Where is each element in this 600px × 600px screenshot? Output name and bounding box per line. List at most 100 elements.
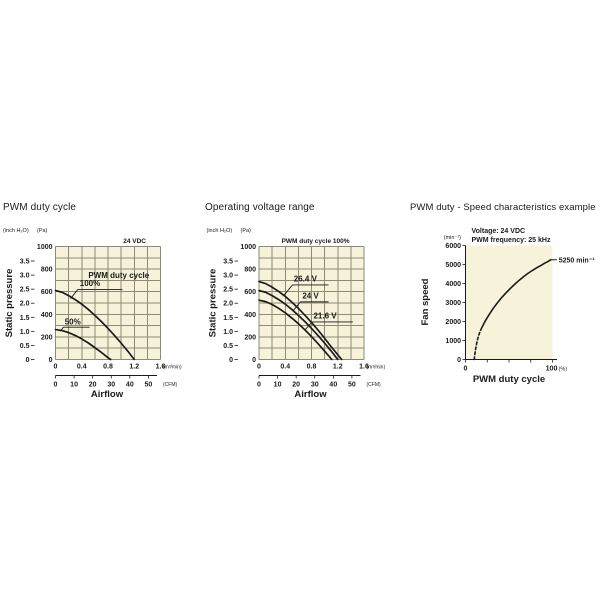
operating-voltage-range-curve-1 — [258, 289, 339, 361]
end-speed-label: 5250 min⁻¹ — [559, 257, 596, 264]
x-tick-label: 0.8 — [307, 364, 317, 371]
y-unit-right-label: (Pa) — [37, 228, 48, 234]
series-label-leader — [60, 326, 64, 332]
y-unit-left-label: (inch H₂O) — [3, 228, 29, 234]
x-tick-label: 0.4 — [280, 364, 290, 371]
x-tick-label: 0 — [54, 364, 58, 371]
cfm-tick-label: 10 — [70, 382, 78, 389]
inch-tick-label: 2.5 — [223, 287, 233, 294]
inch-tick-label: 3.0 — [223, 273, 233, 280]
x-axis-label: Airflow — [294, 389, 327, 400]
pa-tick-label: 0 — [252, 357, 256, 364]
series-label-leader — [304, 321, 313, 331]
series-label-leader — [292, 301, 301, 311]
inch-tick-label: 3.5 — [223, 259, 233, 266]
inch-tick-label: 2.5 — [20, 287, 30, 294]
y-tick-label: 5000 — [445, 262, 461, 269]
x-tick-label: 100 — [546, 366, 558, 373]
cfm-tick-label: 40 — [329, 382, 337, 389]
x-tick-label: 0.8 — [103, 364, 113, 371]
y-tick-label: 0 — [457, 357, 461, 364]
cfm-tick-label: 10 — [274, 382, 282, 389]
y-unit-label: (min⁻¹) — [444, 235, 461, 241]
y-axis-label: Static pressure — [4, 269, 15, 338]
corner-condition-label: 24 VDC — [123, 238, 146, 245]
x-tick-label: 1.6 — [156, 364, 166, 371]
pa-tick-label: 400 — [244, 312, 256, 319]
condition-label: Voltage: 24 VDC — [472, 228, 526, 235]
cfm-tick-label: 20 — [292, 382, 300, 389]
inch-tick-label: 0 — [229, 357, 233, 364]
chart-title-operating-voltage-range: Operating voltage range — [205, 202, 315, 213]
inch-tick-label: 0 — [26, 357, 30, 364]
y-tick-label: 6000 — [445, 243, 461, 250]
x-unit-label: (%) — [559, 367, 568, 373]
pwm-duty-speed-curve-low-duty-dashed — [473, 326, 483, 361]
series-label: 100% — [80, 279, 100, 288]
pa-tick-label: 400 — [41, 312, 53, 319]
x-unit-label: (m³/min) — [367, 365, 386, 371]
x-tick-label: 0 — [257, 364, 261, 371]
series-label: 24 V — [302, 291, 319, 300]
x-tick-label: 0 — [464, 366, 468, 373]
pa-tick-label: 600 — [244, 289, 256, 296]
inch-tick-label: 0.5 — [20, 343, 30, 350]
y-axis-label: Static pressure — [208, 269, 219, 338]
inch-tick-label: 1.5 — [223, 315, 233, 322]
pa-tick-label: 800 — [244, 267, 256, 274]
inch-tick-label: 1.5 — [20, 315, 30, 322]
x-axis-label: Airflow — [91, 389, 124, 400]
pwm-duty-cycle-curve-0 — [54, 289, 136, 361]
operating-voltage-range-curve-2 — [258, 299, 333, 361]
pa-tick-label: 600 — [41, 289, 53, 296]
cfm-tick-label: 50 — [348, 382, 356, 389]
inch-tick-label: 2.0 — [20, 301, 30, 308]
cfm-tick-label: 50 — [145, 382, 153, 389]
y-unit-right-label: (Pa) — [241, 228, 252, 234]
pa-tick-label: 200 — [41, 334, 53, 341]
series-label-leader — [70, 289, 79, 299]
series-label-leader — [283, 284, 293, 296]
operating-voltage-range-curve-0 — [258, 280, 343, 361]
inch-tick-label: 2.0 — [223, 301, 233, 308]
y-tick-label: 4000 — [445, 281, 461, 288]
pwm-duty-speed-curve-speed-vs-duty — [481, 258, 552, 328]
pa-tick-label: 800 — [41, 267, 53, 274]
x-tick-label: 0.4 — [77, 364, 87, 371]
series-label: 50% — [65, 317, 81, 326]
y-tick-label: 2000 — [445, 319, 461, 326]
chart-title-pwm-duty-speed: PWM duty - Speed characteristics example — [410, 202, 596, 213]
y-tick-label: 3000 — [445, 300, 461, 307]
x2-unit-label: (CFM) — [367, 382, 381, 388]
chart-title-pwm-duty-cycle: PWM duty cycle — [3, 202, 77, 213]
cfm-tick-label: 0 — [257, 382, 261, 389]
y-unit-left-label: (inch H₂O) — [207, 228, 233, 234]
inch-tick-label: 1.0 — [223, 329, 233, 336]
y-tick-label: 1000 — [445, 338, 461, 345]
condition-label: PWM frequency: 25 kHz — [472, 237, 551, 244]
pa-tick-label: 200 — [244, 334, 256, 341]
x-axis-label: PWM duty cycle — [473, 374, 545, 385]
pa-tick-label: 1000 — [37, 244, 53, 251]
pa-tick-label: 1000 — [240, 244, 256, 251]
y-axis-label: Fan speed — [420, 278, 431, 325]
pa-tick-label: 0 — [49, 357, 53, 364]
inch-tick-label: 1.0 — [20, 329, 30, 336]
inch-tick-label: 3.0 — [20, 273, 30, 280]
series-label: 26.4 V — [294, 275, 318, 284]
cfm-tick-label: 40 — [126, 382, 134, 389]
series-label: PWM duty cycle — [88, 271, 149, 280]
pwm-duty-speed-plot-area — [465, 245, 553, 360]
x-unit-label: (m³/min) — [163, 365, 182, 371]
x-tick-label: 1.2 — [129, 364, 139, 371]
cfm-tick-label: 30 — [311, 382, 319, 389]
cfm-tick-label: 20 — [89, 382, 97, 389]
x2-unit-label: (CFM) — [163, 382, 177, 388]
inch-tick-label: 3.5 — [20, 259, 30, 266]
inch-tick-label: 0.5 — [223, 343, 233, 350]
corner-condition-label: PWM duty cycle 100% — [282, 238, 350, 245]
x-tick-label: 1.6 — [359, 364, 369, 371]
x-tick-label: 1.2 — [333, 364, 343, 371]
